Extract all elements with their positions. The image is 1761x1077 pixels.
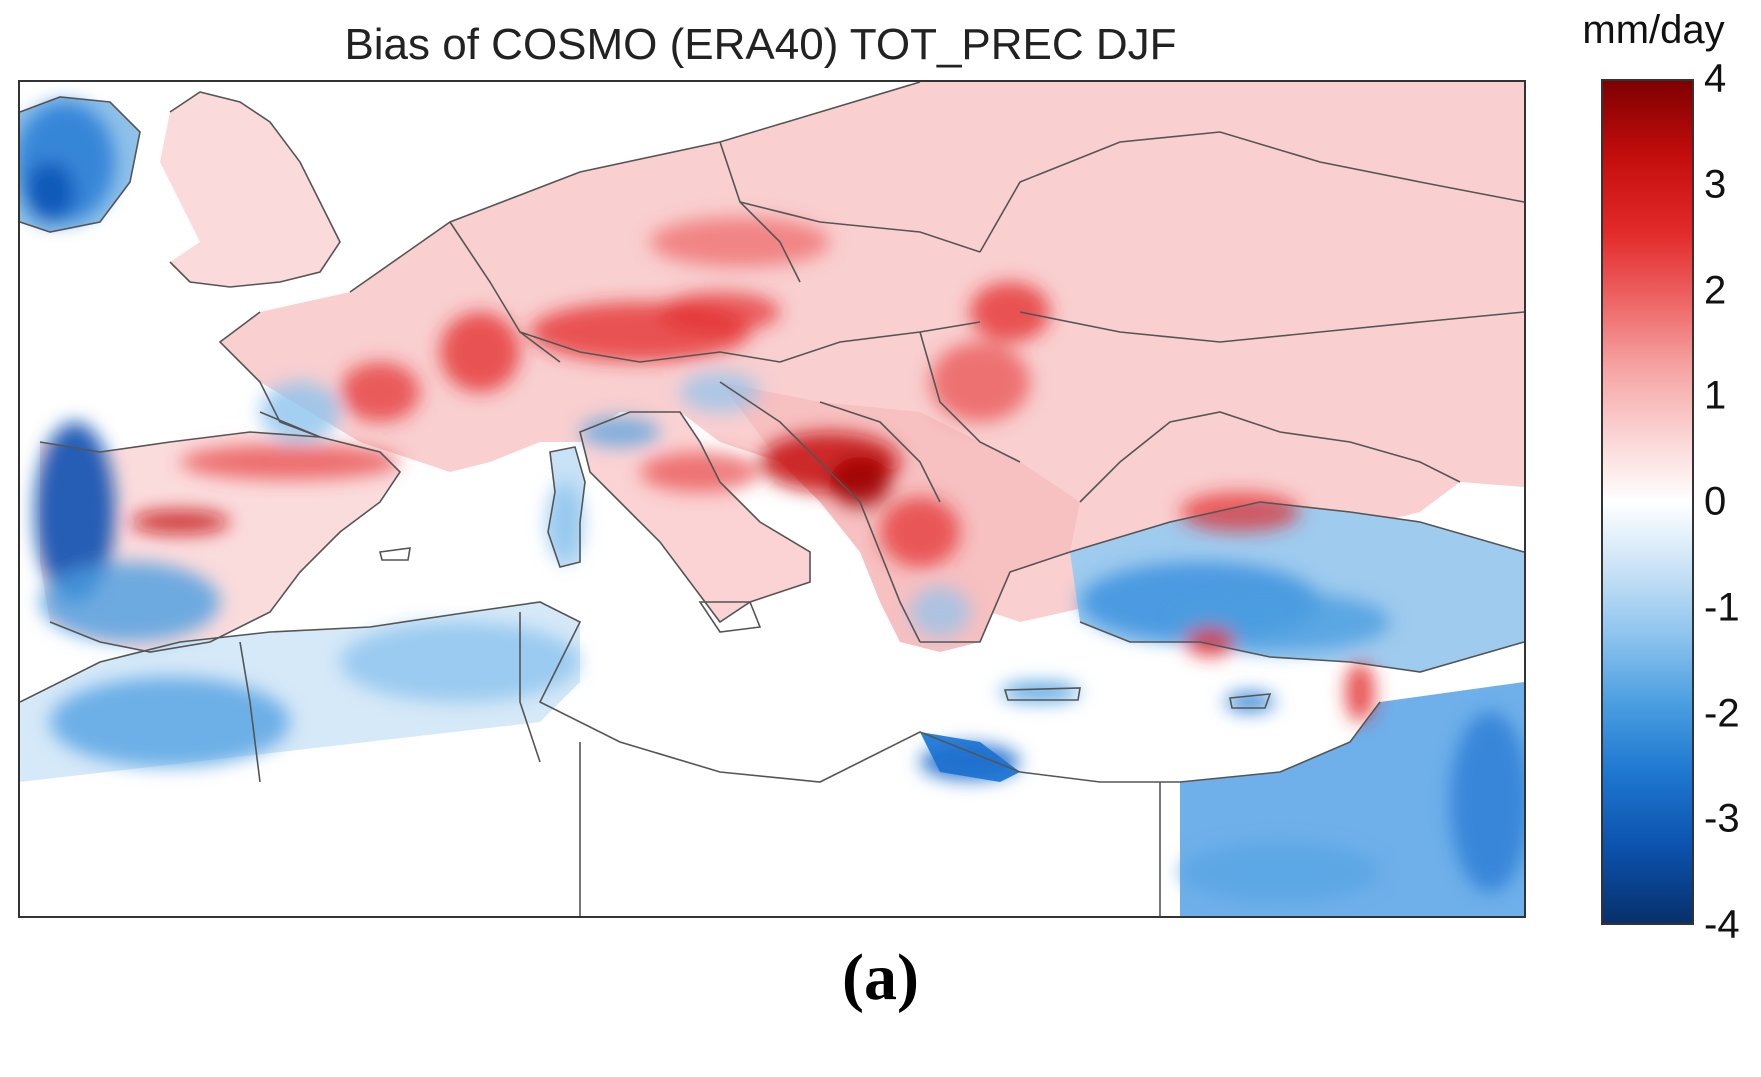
bias-turkey-north bbox=[1180, 492, 1300, 532]
coastline-turkey-south bbox=[1079, 621, 1524, 673]
bias-france-west bbox=[260, 382, 340, 442]
coastline-france bbox=[218, 311, 321, 438]
bias-germany bbox=[650, 217, 830, 267]
bias-map bbox=[20, 82, 1524, 916]
coastline-britain bbox=[169, 91, 341, 288]
bias-massif-central bbox=[340, 362, 420, 422]
border-alps bbox=[519, 331, 781, 363]
bias-carpathians-south bbox=[930, 342, 1030, 422]
border-morocco-algeria bbox=[239, 641, 261, 783]
colorbar-tick-label: -1 bbox=[1704, 585, 1740, 630]
colorbar-tick-label: 4 bbox=[1704, 56, 1727, 101]
border-algeria-tunisia bbox=[519, 612, 541, 763]
colorbar-tick-label: -4 bbox=[1704, 902, 1740, 947]
border-france-germany bbox=[449, 221, 561, 363]
colorbar-tick-label: 1 bbox=[1704, 373, 1727, 418]
map-panel bbox=[18, 80, 1526, 918]
colorbar-tick-label: -3 bbox=[1704, 796, 1740, 841]
border-ukraine bbox=[979, 131, 1524, 253]
panel-label: (a) bbox=[842, 941, 919, 1014]
border-ukraine-south bbox=[1019, 311, 1524, 343]
bias-italy-apennines bbox=[640, 452, 760, 492]
bias-iberia-sw bbox=[40, 562, 220, 642]
bias-egypt bbox=[1180, 842, 1380, 902]
britain-land bbox=[160, 92, 340, 287]
colorbar-unit-label: mm/day bbox=[1582, 8, 1725, 52]
colorbar bbox=[1601, 79, 1694, 925]
bias-spain-central bbox=[130, 510, 230, 534]
bias-morocco bbox=[50, 677, 290, 767]
border-serbia bbox=[819, 401, 941, 503]
coastline-italy bbox=[579, 411, 811, 624]
bias-levant bbox=[1450, 712, 1524, 892]
bias-algeria bbox=[340, 622, 580, 702]
colorbar-tick-label: 3 bbox=[1704, 162, 1727, 207]
boundaries bbox=[20, 82, 1524, 916]
bias-lebanon bbox=[1345, 662, 1375, 722]
bias-ireland-core bbox=[25, 162, 75, 222]
coastline-turkey bbox=[1069, 501, 1524, 553]
italy-land bbox=[580, 412, 810, 622]
bias-crete bbox=[1000, 682, 1080, 702]
bias-pyrenees bbox=[180, 444, 400, 480]
coastline-black-sea bbox=[1079, 411, 1461, 503]
border-poland-south bbox=[739, 201, 981, 253]
chart-title: Bias of COSMO (ERA40) TOT_PREC DJF bbox=[344, 20, 1177, 69]
colorbar-tick-label: -2 bbox=[1704, 691, 1740, 735]
bias-adriatic bbox=[680, 372, 760, 412]
bias-balkans-south bbox=[880, 497, 960, 567]
coastline-sicily bbox=[698, 601, 762, 633]
land-fills bbox=[20, 82, 1524, 916]
bias-libya bbox=[920, 744, 1020, 780]
central-europe-land bbox=[220, 82, 1524, 622]
coastline-north-africa bbox=[20, 601, 1381, 783]
bias-alps-east bbox=[660, 292, 780, 332]
border-hungary-romania bbox=[919, 331, 1021, 463]
bias-iberia-west bbox=[35, 422, 115, 602]
colorbar-tick-label: 0 bbox=[1704, 479, 1727, 524]
coastline-north-sea bbox=[349, 82, 921, 293]
border-france-spain bbox=[259, 411, 321, 438]
border-austria-hungary bbox=[779, 321, 981, 363]
bias-sardinia bbox=[547, 482, 583, 562]
bias-ligurian bbox=[580, 417, 660, 447]
coastline-corsica-sardinia bbox=[547, 446, 586, 568]
coastline-adriatic-east bbox=[719, 381, 921, 643]
coastline-cyprus bbox=[1229, 693, 1272, 709]
bias-greece bbox=[910, 587, 970, 637]
coastline-balearic bbox=[379, 547, 411, 561]
colorbar-tick-label: 2 bbox=[1704, 268, 1727, 312]
bias-alps-west bbox=[440, 312, 520, 392]
coastline-crete bbox=[1003, 687, 1081, 701]
coastline-aegean bbox=[920, 551, 1071, 643]
bias-montenegro bbox=[830, 457, 890, 507]
coastline-iberia bbox=[39, 431, 402, 653]
bias-carpathians-north bbox=[970, 282, 1050, 342]
bias-turkey-south-red bbox=[1185, 627, 1235, 657]
border-germany-poland bbox=[719, 141, 801, 283]
coastline-ireland bbox=[20, 96, 141, 233]
